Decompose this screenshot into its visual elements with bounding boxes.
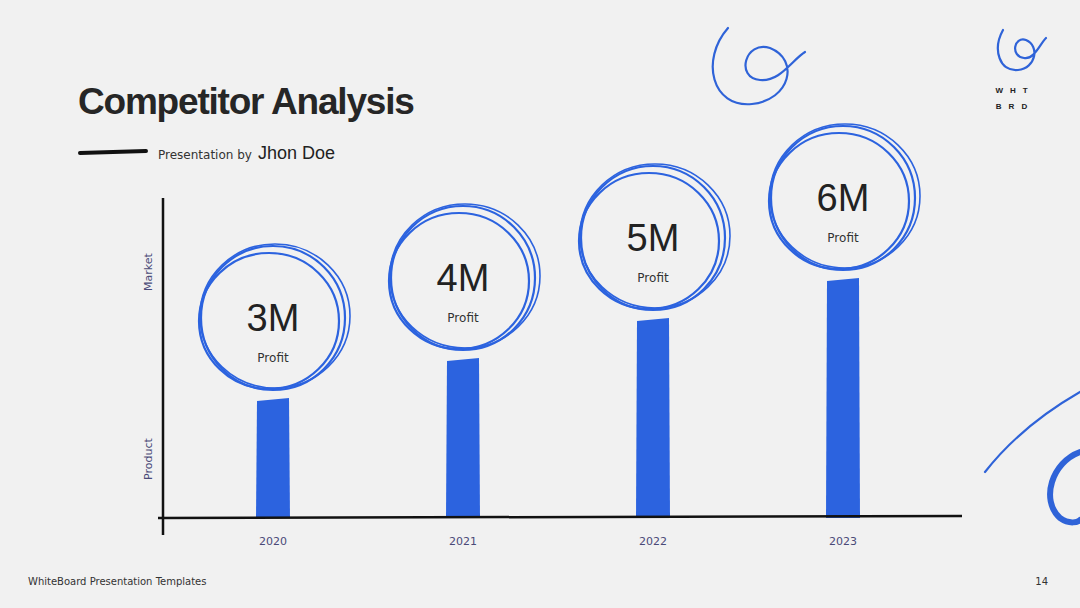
label-circle (579, 173, 719, 309)
x-axis (158, 516, 962, 518)
author: Jhon Doe (258, 143, 335, 163)
title-underline (80, 151, 146, 153)
value-caption: Profit (637, 271, 669, 285)
x-tick-label: 2023 (829, 535, 857, 548)
label-circle (199, 253, 339, 389)
value-label: 5M (627, 217, 680, 259)
x-tick-label: 2021 (449, 535, 477, 548)
page-number: 14 (1035, 576, 1048, 587)
bar (256, 398, 290, 518)
x-tick-label: 2020 (259, 535, 287, 548)
title: Competitor Analysis (78, 81, 414, 122)
logo-text: BRD (996, 102, 1034, 111)
bar (446, 358, 480, 518)
bar (636, 318, 670, 518)
bar (826, 278, 860, 518)
label-bubble (769, 124, 920, 270)
value-label: 6M (817, 177, 870, 219)
label-circle (580, 164, 730, 308)
logo-text: WHT (995, 86, 1034, 95)
label-bubble (389, 204, 540, 350)
value-caption: Profit (257, 351, 289, 365)
label-circle (390, 204, 540, 348)
label-circle (769, 133, 909, 269)
axis-annotation: Market (142, 252, 155, 290)
label-bubble (199, 244, 350, 390)
swirl (998, 30, 1046, 70)
value-caption: Profit (447, 311, 479, 325)
label-circle (389, 213, 529, 349)
value-label: 3M (247, 297, 300, 339)
subtitle-prefix: Presentation by (158, 148, 252, 162)
bars (256, 278, 860, 518)
y-axis (162, 198, 165, 535)
axis-annotation: Product (142, 437, 155, 479)
label-bubble (579, 164, 730, 310)
label-circle (200, 244, 350, 388)
x-tick-label: 2022 (639, 535, 667, 548)
swirl (713, 28, 805, 104)
value-label: 4M (437, 257, 490, 299)
slide: WHT BRD Competitor Analysis Presentation by… (0, 0, 1080, 608)
swirl (1050, 452, 1080, 522)
data-labels: 3M Profit 4M Profit 5M Profit 6M Profit (199, 124, 920, 390)
decoration (713, 28, 1080, 522)
footer: WhiteBoard Presentation Templates (28, 576, 206, 587)
background (0, 0, 1080, 608)
value-caption: Profit (827, 231, 859, 245)
label-circle (770, 124, 920, 268)
